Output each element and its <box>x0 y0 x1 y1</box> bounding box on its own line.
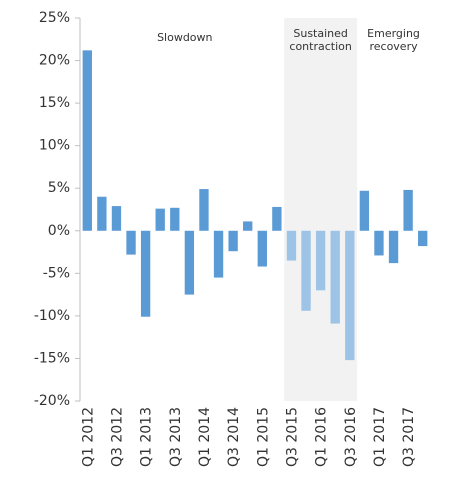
annotation: Slowdown <box>157 31 212 44</box>
bar <box>243 221 253 231</box>
bar <box>170 207 180 231</box>
bar <box>140 230 151 317</box>
bar <box>388 230 399 264</box>
bar <box>155 208 165 231</box>
bar <box>301 230 311 311</box>
y-tick-label: -15% <box>34 350 70 366</box>
bar <box>82 50 92 231</box>
bar <box>199 189 209 231</box>
shaded-region <box>284 18 358 401</box>
annotation: Emerging <box>367 27 420 40</box>
y-tick-label: -20% <box>34 393 70 409</box>
bar <box>330 230 340 324</box>
y-tick-label: 25% <box>39 10 70 26</box>
x-tick-label: Q1 2016 <box>314 407 330 467</box>
y-tick-label: 20% <box>39 53 70 69</box>
x-tick-label: Q3 2017 <box>401 407 417 467</box>
y-tick-label: 5% <box>48 180 70 196</box>
x-tick-label: Q1 2015 <box>255 407 271 467</box>
annotation: Sustained <box>293 27 348 40</box>
bar <box>359 190 370 231</box>
x-tick-label: Q3 2016 <box>343 407 359 467</box>
bar <box>418 230 428 247</box>
y-tick-label: 10% <box>39 138 70 154</box>
x-tick-label: Q1 2012 <box>80 407 96 467</box>
y-tick-label: 15% <box>39 95 70 111</box>
y-tick-label: -10% <box>34 308 70 324</box>
x-tick-label: Q1 2014 <box>197 407 213 467</box>
bar <box>228 230 238 252</box>
x-tick-label: Q1 2017 <box>372 407 388 467</box>
bar <box>315 230 326 291</box>
x-tick-label: Q3 2012 <box>109 407 125 467</box>
bar <box>403 189 413 231</box>
bar <box>111 206 122 231</box>
bar <box>126 230 136 255</box>
x-tick-label: Q3 2014 <box>226 407 242 467</box>
y-tick-label: 0% <box>48 223 70 239</box>
x-tick-label: Q3 2013 <box>168 407 184 467</box>
x-tick-label: Q3 2015 <box>284 407 300 467</box>
bar <box>286 230 297 261</box>
bar <box>257 230 267 267</box>
bar <box>213 230 224 278</box>
bar <box>97 196 107 231</box>
annotation: recovery <box>369 40 418 53</box>
bar <box>184 230 195 295</box>
bar <box>272 206 282 231</box>
annotation: contraction <box>289 40 351 53</box>
y-tick-label: -5% <box>43 265 70 281</box>
bar <box>345 230 355 361</box>
x-tick-label: Q1 2013 <box>139 407 155 467</box>
bar <box>374 230 384 256</box>
